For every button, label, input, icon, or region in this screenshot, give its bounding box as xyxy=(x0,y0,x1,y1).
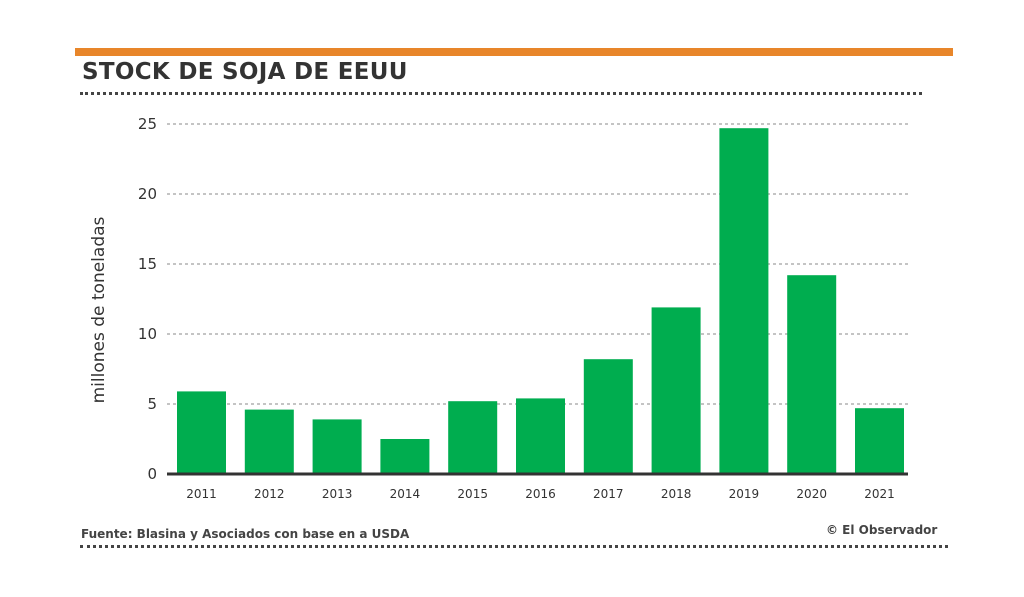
y-tick-label: 25 xyxy=(138,115,157,133)
x-tick-label-2019: 2019 xyxy=(729,487,760,501)
source-note: Fuente: Blasina y Asociados con base en … xyxy=(81,527,410,541)
copyright-credit: © El Observador xyxy=(826,523,938,537)
x-tick-label-2021: 2021 xyxy=(864,487,895,501)
title-divider xyxy=(80,92,922,95)
x-tick-label-2020: 2020 xyxy=(796,487,827,501)
footer-divider xyxy=(80,545,948,548)
y-axis-label: millones de toneladas xyxy=(89,216,109,403)
y-tick-label: 20 xyxy=(138,185,157,203)
y-tick-label: 15 xyxy=(138,255,157,273)
y-tick-label: 5 xyxy=(147,395,157,413)
y-tick-label: 0 xyxy=(147,465,157,483)
chart-title: STOCK DE SOJA DE EEUU xyxy=(82,59,408,85)
x-tick-label-2017: 2017 xyxy=(593,487,624,501)
bar-2015 xyxy=(448,401,498,474)
bar-2018 xyxy=(651,307,701,474)
bar-2012 xyxy=(244,409,294,474)
y-tick-label: 10 xyxy=(138,325,157,343)
x-axis-ticks: 2011 2012 2013 2014 2015 2016 2017 2018 2019 2020… xyxy=(186,487,895,501)
bar-2020 xyxy=(787,275,837,474)
y-axis-ticks: 0 5 10 15 20 25 xyxy=(138,115,157,483)
bar-2014 xyxy=(380,439,430,474)
bars xyxy=(177,128,904,474)
x-tick-label-2014: 2014 xyxy=(390,487,421,501)
bar-2016 xyxy=(516,398,565,474)
bar-2013 xyxy=(312,419,362,474)
bar-2011 xyxy=(177,391,226,474)
x-tick-label-2013: 2013 xyxy=(322,487,353,501)
x-tick-label-2011: 2011 xyxy=(186,487,217,501)
bar-2017 xyxy=(583,359,633,474)
x-tick-label-2015: 2015 xyxy=(457,487,488,501)
bar-2021 xyxy=(855,408,904,474)
x-tick-label-2016: 2016 xyxy=(525,487,556,501)
x-tick-label-2012: 2012 xyxy=(254,487,285,501)
bar-2019 xyxy=(719,128,769,474)
x-tick-label-2018: 2018 xyxy=(661,487,692,501)
title-accent-rule xyxy=(75,48,953,56)
